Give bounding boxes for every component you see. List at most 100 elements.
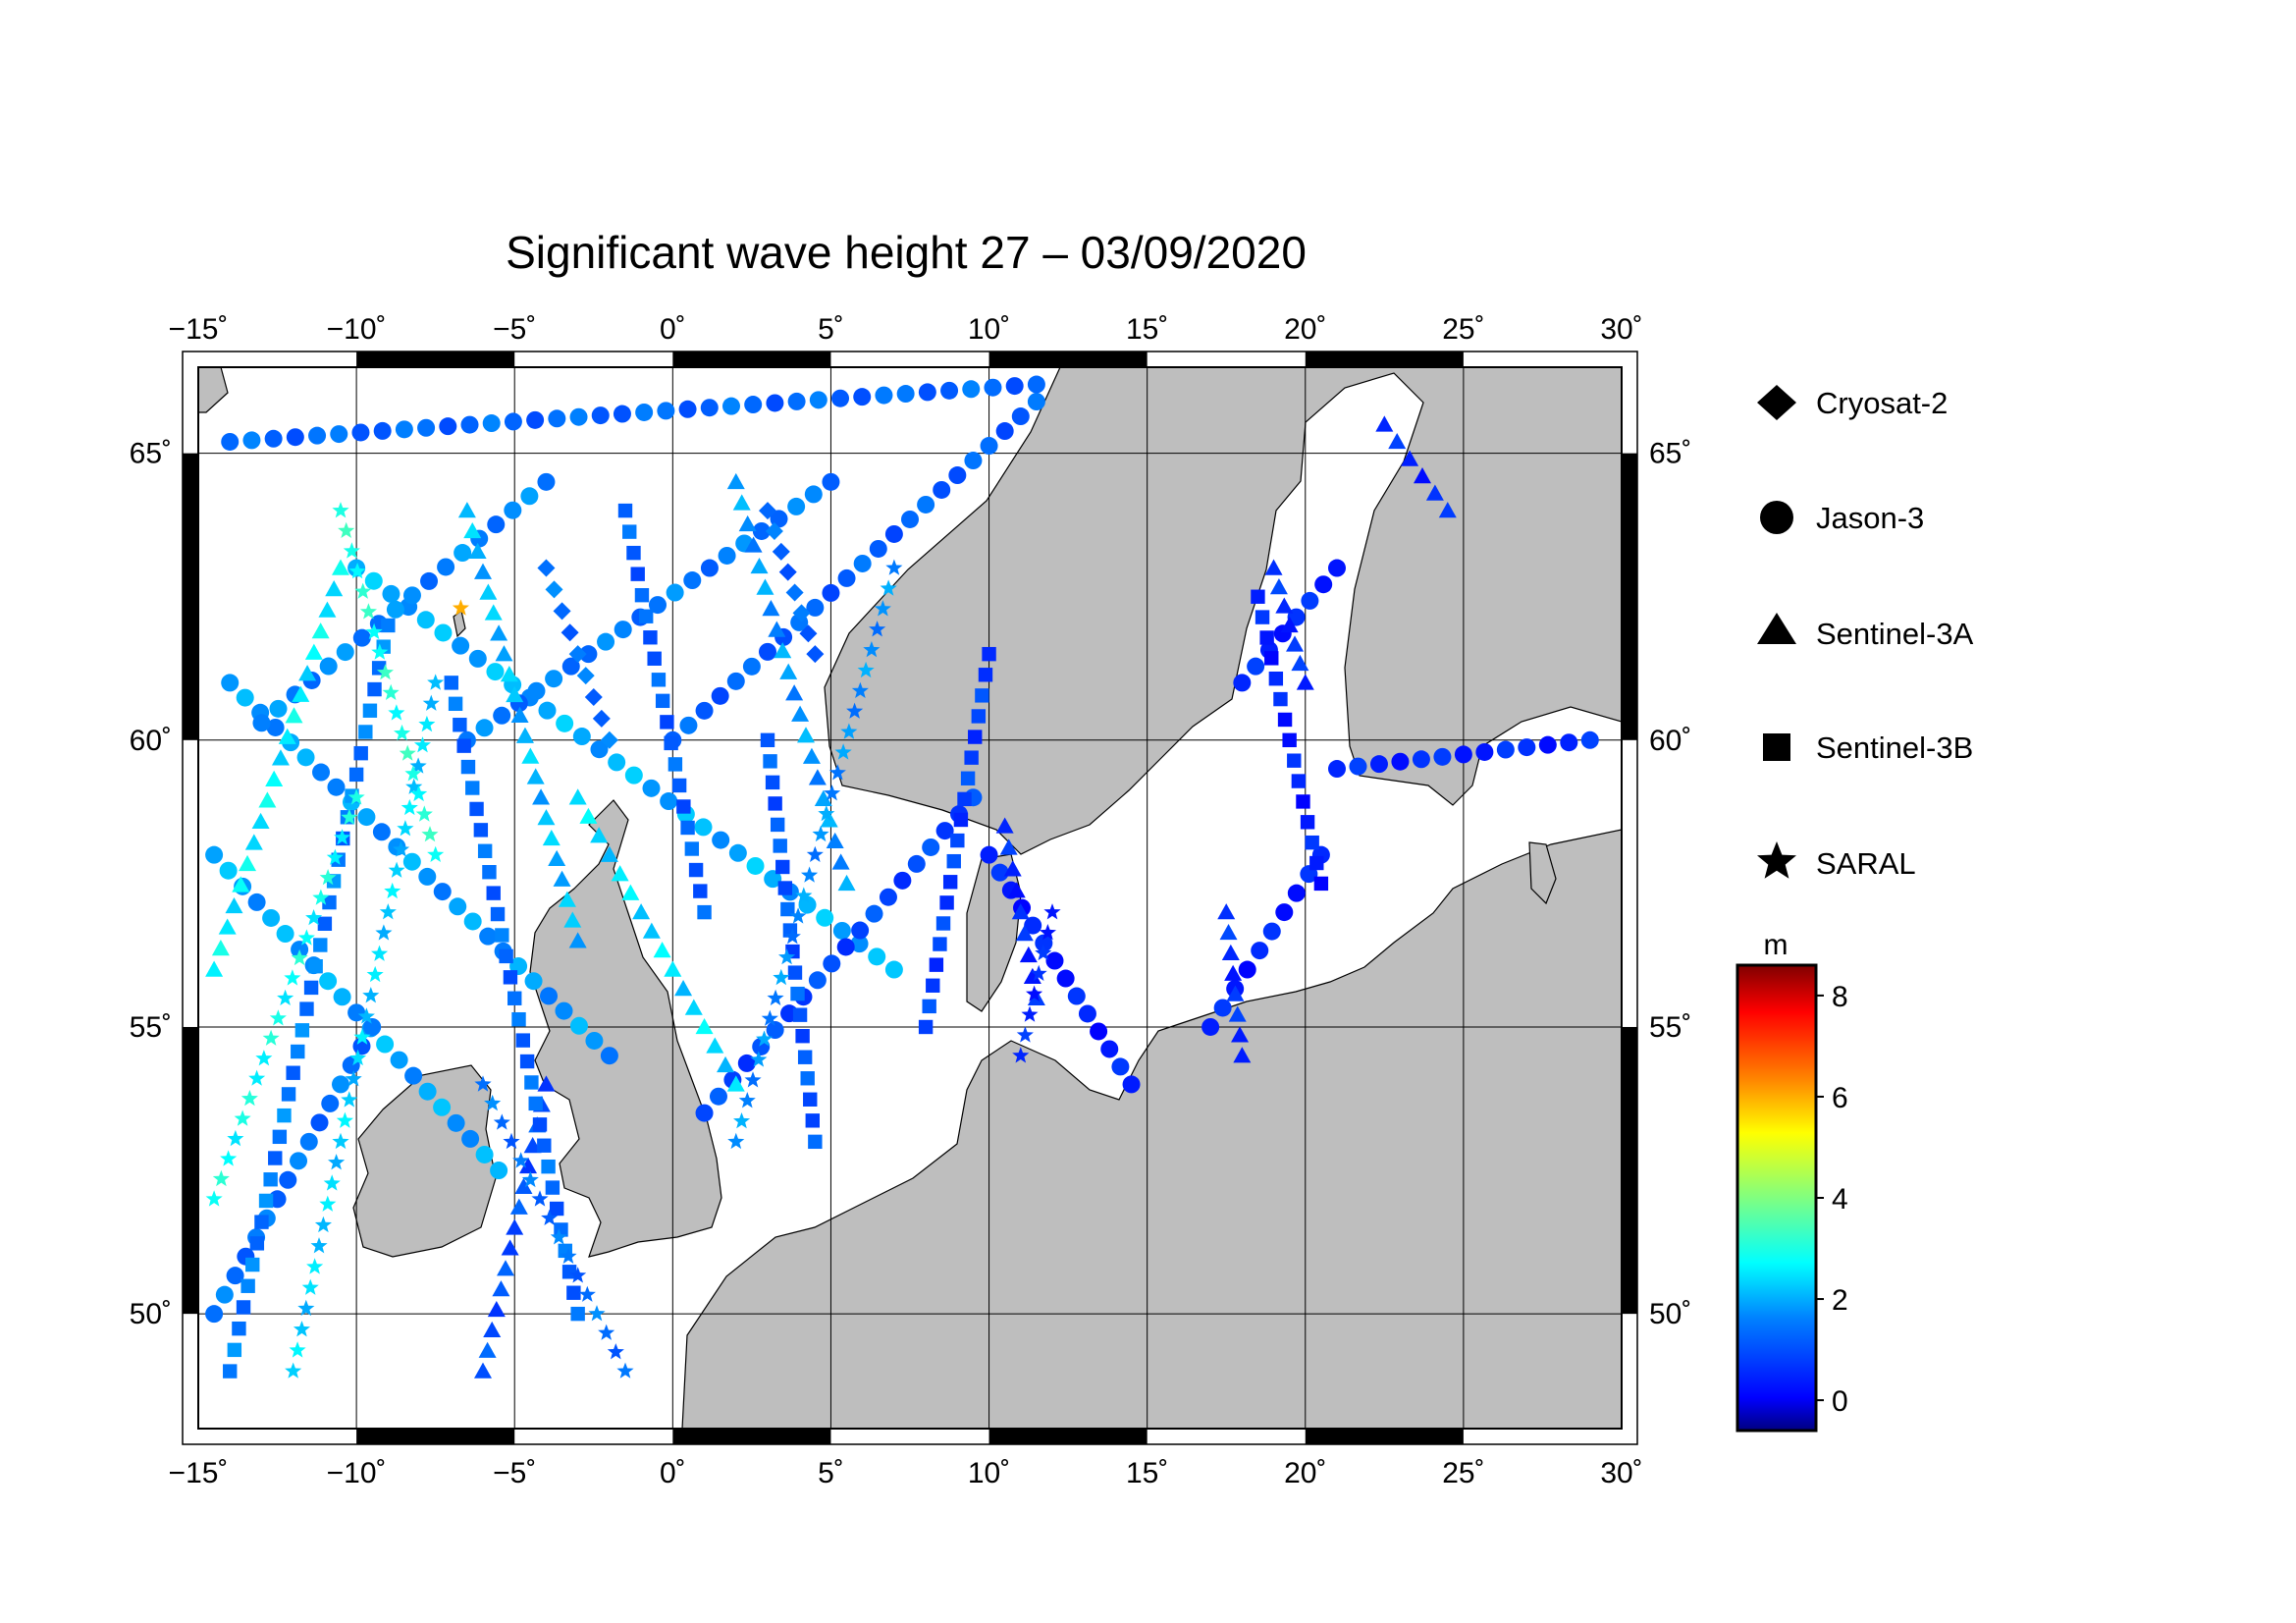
star-marker	[269, 1009, 287, 1026]
star-marker	[1039, 924, 1056, 941]
circle-marker	[236, 688, 254, 707]
triangle-marker	[468, 542, 487, 560]
triangle-marker	[514, 1177, 533, 1194]
triangle-marker	[632, 903, 651, 920]
star-marker	[834, 743, 852, 760]
star-marker	[413, 736, 431, 753]
circle-marker	[1090, 1022, 1108, 1041]
circle-marker	[463, 912, 482, 931]
legend-label: Jason-3	[1816, 501, 1924, 535]
triangle-marker	[225, 896, 243, 914]
lon-tick-label: −5˚	[493, 1457, 536, 1489]
lon-tick-label: 5˚	[818, 313, 844, 346]
lat-tick-label: 60˚	[130, 725, 172, 757]
star-marker	[427, 674, 445, 690]
lon-tick-label: 20˚	[1284, 1457, 1326, 1489]
square-marker	[655, 693, 670, 709]
circle-marker	[482, 414, 501, 433]
triangle-marker	[318, 601, 337, 618]
square-marker	[946, 853, 961, 869]
square-marker	[258, 1193, 274, 1209]
circle-marker	[836, 938, 855, 956]
square-marker	[684, 841, 700, 856]
frame-segment-bottom	[356, 1429, 515, 1444]
colorbar-gradient	[1735, 963, 1818, 1433]
star-marker	[885, 559, 903, 575]
square-marker	[643, 630, 658, 645]
triangle-marker	[558, 891, 576, 907]
diamond-marker	[576, 667, 595, 685]
triangle-marker	[756, 578, 774, 595]
star-marker	[812, 825, 829, 842]
lon-tick-label: 15˚	[1126, 1457, 1168, 1489]
square-marker	[787, 965, 803, 980]
triangle-marker	[808, 769, 827, 785]
map-frame	[183, 352, 1637, 1444]
circle-marker	[242, 431, 261, 450]
circle-marker	[816, 908, 834, 927]
star-marker	[310, 1237, 328, 1254]
circle-marker	[452, 636, 470, 655]
circle-marker	[614, 621, 632, 639]
track-circle	[221, 375, 1045, 451]
star-marker	[326, 848, 344, 865]
triangle-marker	[814, 789, 832, 806]
circle-marker	[822, 583, 840, 602]
diamond-marker	[759, 502, 776, 520]
circle-marker	[219, 861, 238, 880]
star-marker	[789, 907, 807, 924]
circle-marker	[964, 452, 983, 470]
circle-marker	[666, 583, 684, 602]
square-marker	[790, 986, 805, 1001]
star-marker	[359, 603, 377, 620]
circle-marker	[538, 701, 557, 720]
circle-marker	[597, 632, 615, 651]
map-frame-outer	[182, 351, 1638, 1445]
star-marker	[291, 948, 308, 966]
legend-item-sentinel-3b: Sentinel-3B	[1763, 730, 1973, 765]
circle-marker	[590, 740, 609, 759]
circle-marker	[884, 960, 903, 979]
star-marker	[550, 1228, 567, 1245]
star-marker	[319, 869, 337, 886]
square-marker	[968, 730, 983, 744]
square-marker	[939, 895, 954, 910]
track-triangle	[474, 1075, 556, 1379]
circle-marker	[896, 385, 915, 404]
star-marker	[248, 1069, 266, 1086]
triangle-marker	[474, 563, 492, 579]
legend-label: Cryosat-2	[1816, 386, 1948, 420]
star-marker	[761, 1009, 778, 1026]
star-marker	[212, 1169, 230, 1187]
square-marker	[978, 668, 993, 682]
square-marker	[693, 884, 708, 898]
star-marker	[301, 1278, 319, 1295]
triangle-marker	[278, 728, 296, 744]
star-marker	[869, 621, 886, 637]
circle-marker	[695, 701, 714, 720]
star-marker	[255, 1050, 273, 1066]
triangle-marker	[1296, 674, 1314, 690]
circle-marker	[382, 584, 400, 603]
square-marker	[680, 820, 695, 836]
triangle-marker	[1425, 484, 1444, 501]
square-marker	[960, 771, 976, 785]
triangle-marker	[1375, 415, 1394, 432]
circle-marker	[402, 852, 421, 871]
circle-marker	[579, 645, 598, 664]
star-marker	[484, 1094, 502, 1111]
circle-marker	[851, 921, 870, 940]
triangle-marker	[684, 999, 703, 1015]
triangle-marker	[1280, 616, 1299, 633]
square-marker	[647, 651, 662, 666]
triangle-marker	[311, 622, 330, 639]
star-marker	[1030, 964, 1047, 981]
circle-marker	[742, 657, 761, 676]
circle-marker	[624, 766, 643, 784]
circle-marker	[718, 546, 736, 565]
triangle-marker	[999, 839, 1018, 855]
legend-item-sentinel-3a: Sentinel-3A	[1757, 613, 1974, 651]
diamond-marker	[799, 624, 818, 643]
star-marker	[863, 641, 881, 658]
